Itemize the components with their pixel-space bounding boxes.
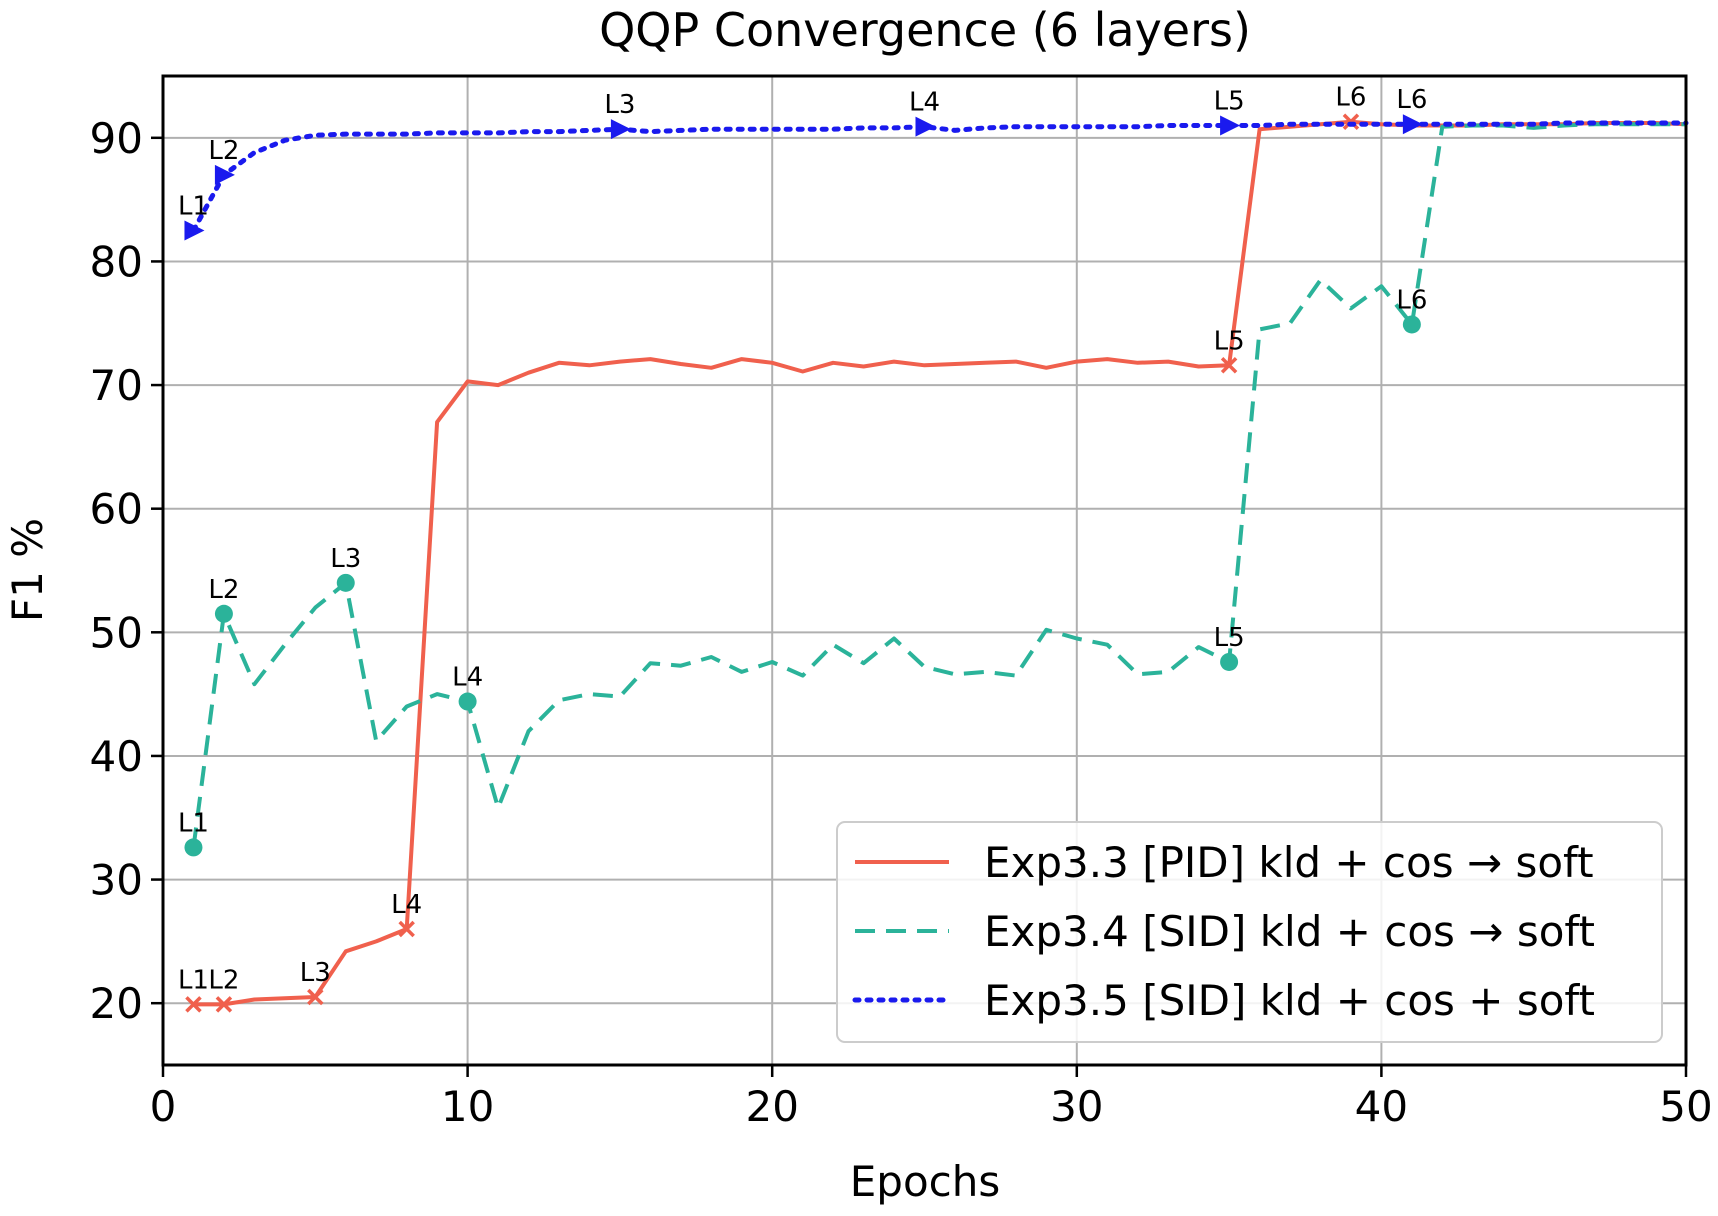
layer-label: L4 [452,663,483,693]
layer-marker [610,119,631,140]
layer-marker [185,996,202,1013]
layer-marker [1220,115,1241,136]
layer-marker [915,116,936,137]
x-tick-label: 50 [1659,1082,1712,1131]
layer-label: L6 [1396,285,1427,315]
y-tick-label: 50 [90,608,143,657]
layer-label: L5 [1214,326,1245,356]
chart-title: QQP Convergence (6 layers) [599,3,1251,57]
series-line [191,122,1686,848]
layer-label: L1 [178,808,209,838]
legend: Exp3.3 [PID] kld + cos → soft Exp3.4 [SID… [836,821,1663,1043]
layer-marker [307,988,324,1006]
layer-label: L2 [208,136,239,166]
ticks: 0 10 20 30 40 50 20 30 40 50 60 70 80 90 [90,114,1713,1131]
y-tick-label: 70 [90,361,143,410]
layer-label: L6 [1396,85,1427,115]
layer-marker [184,220,205,241]
legend-label: Exp3.3 [PID] kld + cos → soft [984,838,1594,887]
layer-marker [1220,357,1238,374]
layer-marker [1402,315,1421,334]
layer-label: L6 [1335,83,1366,113]
layer-marker [184,838,203,857]
y-tick-label: 60 [90,485,143,534]
y-axis-label: F1 % [3,518,52,622]
layer-label: L2 [208,575,239,605]
layer-label: L2 [208,965,239,995]
series-2: L1 L2 L3 L4 L5 L6 [178,122,1686,857]
y-tick-label: 20 [90,979,143,1028]
layer-marker [1402,114,1423,135]
x-tick-label: 10 [441,1082,494,1131]
y-tick-label: 80 [90,237,143,286]
layer-label: L5 [1214,86,1245,116]
series-line [191,120,1689,233]
y-tick-label: 30 [90,856,143,905]
layer-marker [336,573,355,592]
layer-marker [398,920,415,938]
series-3: L1 L2 L3 L4 L5 L6 [178,85,1689,241]
layer-marker [215,996,233,1013]
x-tick-label: 40 [1355,1082,1408,1131]
layer-label: L3 [300,958,331,988]
layer-label: L1 [178,965,209,995]
layer-label: L5 [1214,623,1245,653]
x-tick-label: 20 [745,1082,798,1131]
layer-marker [214,604,233,623]
layer-marker [1220,652,1239,671]
legend-box [836,821,1663,1043]
layer-label: L4 [391,890,422,920]
x-tick-label: 0 [150,1082,177,1131]
layer-label: L1 [178,192,209,222]
layer-label: L4 [909,88,940,118]
y-tick-label: 40 [90,732,143,781]
layer-marker [214,164,235,185]
layer-label: L3 [604,90,635,120]
layer-marker [458,692,477,711]
plot-frame [161,74,1688,1067]
x-tick-label: 30 [1050,1082,1103,1131]
legend-label: Exp3.5 [SID] kld + cos + soft [984,976,1595,1025]
y-tick-label: 90 [90,114,143,163]
legend-label: Exp3.4 [SID] kld + cos → soft [984,907,1595,956]
x-axis-label: Epochs [850,1157,1001,1206]
layer-label: L3 [330,544,361,574]
